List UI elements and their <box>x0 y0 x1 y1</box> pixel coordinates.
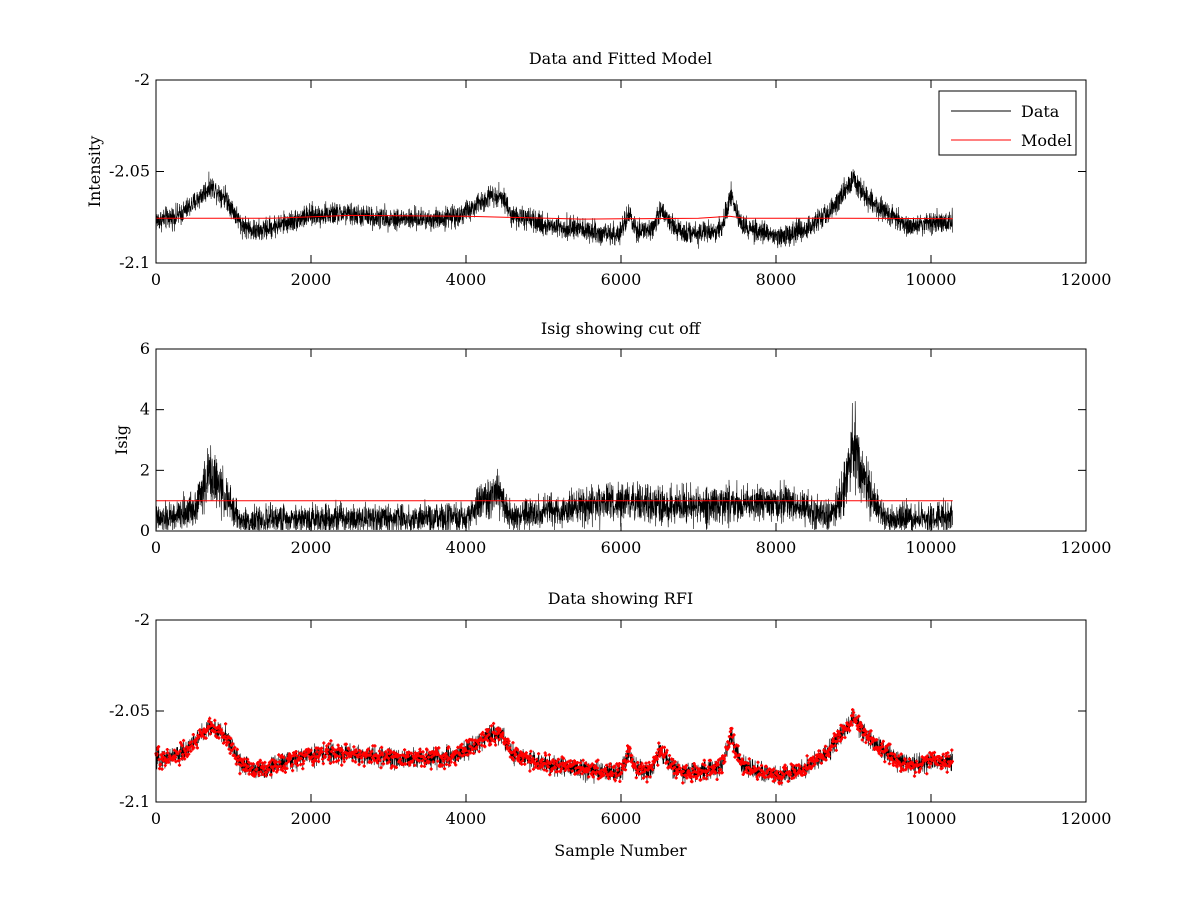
x-tick-label: 12000 <box>1061 809 1112 828</box>
subplot-3-xlabel: Sample Number <box>554 841 687 860</box>
y-tick-label: -2.05 <box>109 162 150 181</box>
series-1-trace <box>155 401 953 531</box>
legend-model-label: Model <box>1021 131 1072 150</box>
y-tick-label: -2 <box>134 610 150 629</box>
subplot-1-title: Data and Fitted Model <box>529 49 712 68</box>
y-tick-label: 4 <box>140 400 150 419</box>
y-tick-label: 0 <box>140 521 150 540</box>
legend-box <box>938 90 1077 156</box>
x-tick-label: 10000 <box>906 538 957 557</box>
subplot-2-plot: 0 2000 4000 6000 8000 10000 12000 6 4 2 0 <box>140 339 1112 557</box>
y-tick-label: -2.1 <box>119 253 150 272</box>
x-tick-label: 0 <box>151 538 161 557</box>
series-2-line <box>156 214 953 220</box>
subplot-1-ylabel: Intensity <box>85 136 104 208</box>
y-tick-label: -2.05 <box>109 701 150 720</box>
x-tick-label: 12000 <box>1061 270 1112 289</box>
x-tick-label: 10000 <box>906 270 957 289</box>
x-tick-label: 8000 <box>756 809 797 828</box>
x-tick-label: 0 <box>151 809 161 828</box>
x-tick-label: 2000 <box>291 809 332 828</box>
x-tick-label: 8000 <box>756 270 797 289</box>
x-tick-label: 6000 <box>601 538 642 557</box>
subplot-rfi: Data showing RFI Sample Number 0 2000 4000… <box>109 589 1111 860</box>
x-tick-label: 12000 <box>1061 538 1112 557</box>
x-tick-label: 6000 <box>601 270 642 289</box>
x-tick-label: 2000 <box>291 270 332 289</box>
legend-data-label: Data <box>1021 102 1060 121</box>
x-tick-label: 4000 <box>446 809 487 828</box>
x-tick-label: 6000 <box>601 809 642 828</box>
y-tick-label: 2 <box>140 460 150 479</box>
series-1-trace <box>155 169 953 249</box>
y-tick-label: -2 <box>134 70 150 89</box>
x-tick-label: 0 <box>151 270 161 289</box>
subplot-2-ylabel: Isig <box>112 425 131 455</box>
x-tick-label: 2000 <box>291 538 332 557</box>
y-tick-label: -2.1 <box>119 792 150 811</box>
x-tick-label: 4000 <box>446 538 487 557</box>
subplot-2-title: Isig showing cut off <box>541 319 702 338</box>
subplot-3-title: Data showing RFI <box>548 589 693 608</box>
subplot-3-plot: 0 2000 4000 6000 8000 10000 12000 -2 -2.05 -2.1 <box>109 610 1111 828</box>
x-tick-label: 8000 <box>756 538 797 557</box>
x-tick-label: 4000 <box>446 270 487 289</box>
subplot-isig: Isig showing cut off Isig 0 2000 4000 6000 8… <box>112 319 1111 557</box>
x-tick-label: 10000 <box>906 809 957 828</box>
subplot-intensity: Data and Fitted Model Intensity 0 2000 400… <box>85 49 1111 289</box>
subplot-1-plot: 0 2000 4000 6000 8000 10000 12000 -2 -2.05 -2.1 <box>109 70 1111 289</box>
y-tick-label: 6 <box>140 339 150 358</box>
legend: Data Model <box>938 90 1077 156</box>
